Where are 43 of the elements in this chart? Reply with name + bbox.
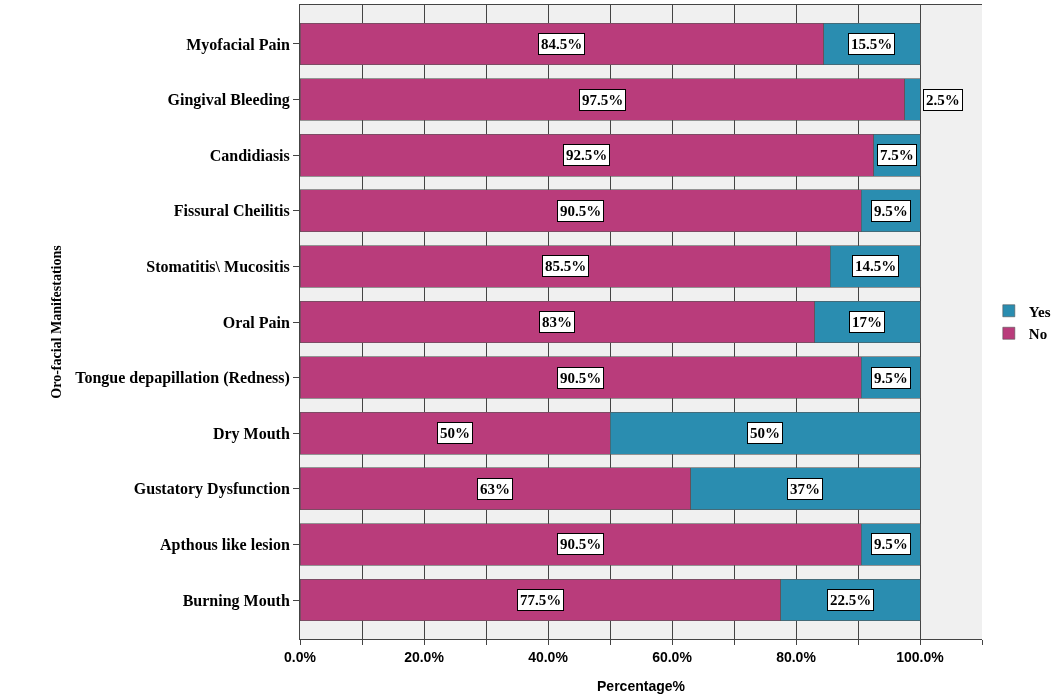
data-label: 90.5% <box>560 370 602 386</box>
x-tick-label: 80.0% <box>776 648 817 665</box>
data-label: 90.5% <box>560 203 602 219</box>
y-tick-label: Dry Mouth <box>212 424 290 443</box>
data-label: 17% <box>852 314 882 330</box>
data-label: 77.5% <box>520 592 562 608</box>
x-tick-label: 60.0% <box>652 648 693 665</box>
y-tick-label: Gingival Bleeding <box>167 91 290 110</box>
x-tick-label: 20.0% <box>404 648 445 665</box>
data-label: 85.5% <box>545 258 587 274</box>
data-label: 92.5% <box>566 147 608 163</box>
data-label: 37% <box>790 481 820 497</box>
x-axis-title: Percentage% <box>597 678 686 694</box>
y-tick-label: Stomatitis\ Mucositis <box>146 257 290 275</box>
data-label: 50% <box>440 425 470 441</box>
y-tick-label: Apthous like lesion <box>159 536 290 555</box>
data-label: 90.5% <box>560 536 602 552</box>
data-label: 15.5% <box>851 36 893 52</box>
data-label: 22.5% <box>830 592 872 608</box>
data-label: 97.5% <box>582 92 624 108</box>
y-tick-label: Myofacial Pain <box>186 35 290 54</box>
y-tick-label: Candidiasis <box>209 146 290 164</box>
data-label: 14.5% <box>855 258 897 274</box>
legend-label: Yes <box>1028 303 1051 320</box>
y-tick-label: Fissural Cheilitis <box>173 202 290 220</box>
data-label: 9.5% <box>874 536 908 552</box>
data-label: 83% <box>542 314 572 330</box>
x-tick-label: 0.0% <box>284 648 317 665</box>
data-label: 2.5% <box>926 92 960 108</box>
y-tick-label: Burning Mouth <box>182 591 290 610</box>
y-tick-label: Tongue depapillation (Redness) <box>75 369 290 388</box>
data-label: 7.5% <box>880 147 914 163</box>
y-axis-title: Oro-facial Manifestations <box>48 244 64 399</box>
legend-label: No <box>1028 326 1048 343</box>
y-tick-label: Gustatory Dysfunction <box>133 480 290 499</box>
data-label: 50% <box>750 425 780 441</box>
x-tick-label: 40.0% <box>528 648 569 665</box>
y-tick-label: Oral Pain <box>222 313 290 331</box>
data-label: 84.5% <box>541 36 583 52</box>
data-label: 63% <box>480 481 510 497</box>
data-label: 9.5% <box>874 370 908 386</box>
data-label: 9.5% <box>874 203 908 219</box>
x-tick-label: 100.0% <box>896 648 945 665</box>
